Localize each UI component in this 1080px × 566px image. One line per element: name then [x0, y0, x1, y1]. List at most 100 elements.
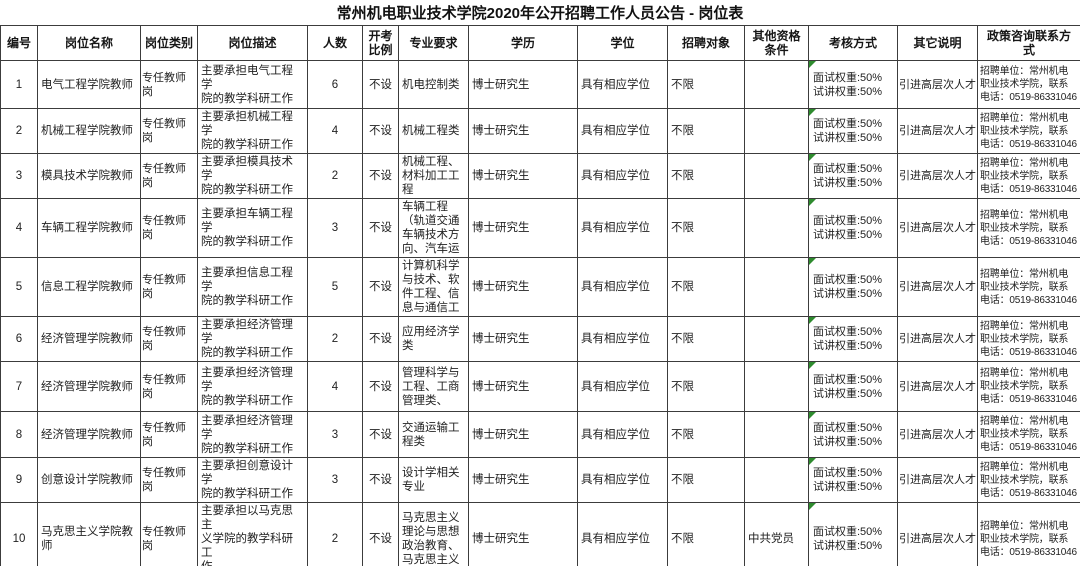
cell-position-name: 模具技术学院教师	[37, 153, 141, 199]
cell-degree: 具有相应学位	[577, 198, 668, 258]
cell-count: 4	[307, 361, 363, 412]
header-row: 编号 岗位名称 岗位类别 岗位描述 人数 开考 比例 专业要求 学历 学位 招聘…	[0, 25, 1080, 61]
assessment-text: 面试权重:50% 试讲权重:50%	[813, 118, 883, 144]
cell-degree: 具有相应学位	[577, 502, 668, 566]
cell-target: 不限	[667, 60, 745, 109]
header-description: 岗位描述	[197, 25, 308, 61]
comment-marker-icon	[809, 458, 816, 465]
cell-target: 不限	[667, 108, 745, 154]
cell-qualification	[744, 198, 809, 258]
cell-number: 4	[0, 198, 38, 258]
cell-position-name: 车辆工程学院教师	[37, 198, 141, 258]
cell-education: 博士研究生	[468, 257, 578, 317]
cell-assessment: 面试权重:50% 试讲权重:50%	[808, 153, 898, 199]
comment-marker-icon	[809, 109, 816, 116]
cell-assessment: 面试权重:50% 试讲权重:50%	[808, 361, 898, 412]
cell-note: 引进高层次人才	[897, 60, 978, 109]
cell-target: 不限	[667, 316, 745, 362]
cell-major: 应用经济学 类	[398, 316, 469, 362]
cell-qualification	[744, 361, 809, 412]
cell-education: 博士研究生	[468, 108, 578, 154]
assessment-text: 面试权重:50% 试讲权重:50%	[813, 526, 883, 552]
comment-marker-icon	[809, 199, 816, 206]
cell-target: 不限	[667, 361, 745, 412]
cell-degree: 具有相应学位	[577, 257, 668, 317]
comment-marker-icon	[809, 362, 816, 369]
cell-note: 引进高层次人才	[897, 198, 978, 258]
header-number: 编号	[0, 25, 38, 61]
cell-major: 马克思主义 理论与思想 政治教育、 马克思主义	[398, 502, 469, 566]
table-row: 7 经济管理学院教师 专任教师岗 主要承担经济管理学 院的教学科研工作 4 不设…	[0, 361, 1080, 412]
cell-number: 2	[0, 108, 38, 154]
cell-category: 专任教师岗	[140, 502, 198, 566]
cell-exam-ratio: 不设	[362, 257, 399, 317]
header-category: 岗位类别	[140, 25, 198, 61]
cell-category: 专任教师岗	[140, 361, 198, 412]
cell-target: 不限	[667, 257, 745, 317]
table-row: 2 机械工程学院教师 专任教师岗 主要承担机械工程学 院的教学科研工作 4 不设…	[0, 108, 1080, 154]
cell-category: 专任教师岗	[140, 108, 198, 154]
cell-major: 机械工程类	[398, 108, 469, 154]
positions-table: 编号 岗位名称 岗位类别 岗位描述 人数 开考 比例 专业要求 学历 学位 招聘…	[0, 25, 1080, 566]
cell-number: 3	[0, 153, 38, 199]
cell-exam-ratio: 不设	[362, 60, 399, 109]
cell-education: 博士研究生	[468, 457, 578, 503]
cell-number: 1	[0, 60, 38, 109]
cell-target: 不限	[667, 457, 745, 503]
header-degree: 学位	[577, 25, 668, 61]
cell-position-name: 机械工程学院教师	[37, 108, 141, 154]
cell-description: 主要承担信息工程学 院的教学科研工作	[197, 257, 308, 317]
table-row: 6 经济管理学院教师 专任教师岗 主要承担经济管理学 院的教学科研工作 2 不设…	[0, 316, 1080, 362]
cell-position-name: 马克思主义学院教 师	[37, 502, 141, 566]
cell-major: 机电控制类	[398, 60, 469, 109]
cell-assessment: 面试权重:50% 试讲权重:50%	[808, 502, 898, 566]
cell-exam-ratio: 不设	[362, 316, 399, 362]
cell-assessment: 面试权重:50% 试讲权重:50%	[808, 257, 898, 317]
header-note: 其它说明	[897, 25, 978, 61]
cell-note: 引进高层次人才	[897, 361, 978, 412]
cell-count: 3	[307, 457, 363, 503]
cell-position-name: 创意设计学院教师	[37, 457, 141, 503]
header-assessment: 考核方式	[808, 25, 898, 61]
header-exam-ratio: 开考 比例	[362, 25, 399, 61]
assessment-text: 面试权重:50% 试讲权重:50%	[813, 215, 883, 241]
cell-exam-ratio: 不设	[362, 457, 399, 503]
cell-target: 不限	[667, 411, 745, 458]
cell-assessment: 面试权重:50% 试讲权重:50%	[808, 198, 898, 258]
assessment-text: 面试权重:50% 试讲权重:50%	[813, 163, 883, 189]
cell-category: 专任教师岗	[140, 257, 198, 317]
cell-position-name: 经济管理学院教师	[37, 411, 141, 458]
header-position-name: 岗位名称	[37, 25, 141, 61]
cell-note: 引进高层次人才	[897, 257, 978, 317]
comment-marker-icon	[809, 258, 816, 265]
cell-category: 专任教师岗	[140, 316, 198, 362]
cell-description: 主要承担机械工程学 院的教学科研工作	[197, 108, 308, 154]
cell-target: 不限	[667, 153, 745, 199]
assessment-text: 面试权重:50% 试讲权重:50%	[813, 421, 883, 448]
cell-degree: 具有相应学位	[577, 457, 668, 503]
cell-contact: 招聘单位：常州机电 职业技术学院，联系 电话：0519-86331046	[977, 257, 1080, 317]
cell-contact: 招聘单位：常州机电 职业技术学院，联系 电话：0519-86331046	[977, 108, 1080, 154]
cell-count: 2	[307, 316, 363, 362]
table-row: 4 车辆工程学院教师 专任教师岗 主要承担车辆工程学 院的教学科研工作 3 不设…	[0, 198, 1080, 258]
cell-contact: 招聘单位：常州机电 职业技术学院，联系 电话：0519-86331046	[977, 411, 1080, 458]
comment-marker-icon	[809, 61, 816, 68]
cell-assessment: 面试权重:50% 试讲权重:50%	[808, 411, 898, 458]
cell-exam-ratio: 不设	[362, 198, 399, 258]
cell-degree: 具有相应学位	[577, 153, 668, 199]
comment-marker-icon	[809, 317, 816, 324]
cell-note: 引进高层次人才	[897, 411, 978, 458]
cell-number: 10	[0, 502, 38, 566]
cell-number: 8	[0, 411, 38, 458]
assessment-text: 面试权重:50% 试讲权重:50%	[813, 373, 883, 400]
cell-count: 2	[307, 153, 363, 199]
cell-major: 管理科学与 工程、工商 管理类、	[398, 361, 469, 412]
cell-major: 车辆工程 （轨道交通 车辆技术方 向、汽车运	[398, 198, 469, 258]
cell-exam-ratio: 不设	[362, 108, 399, 154]
cell-qualification: 中共党员	[744, 502, 809, 566]
cell-major: 计算机科学 与技术、软 件工程、信 息与通信工	[398, 257, 469, 317]
cell-description: 主要承担经济管理学 院的教学科研工作	[197, 361, 308, 412]
cell-description: 主要承担车辆工程学 院的教学科研工作	[197, 198, 308, 258]
cell-category: 专任教师岗	[140, 60, 198, 109]
comment-marker-icon	[809, 154, 816, 161]
